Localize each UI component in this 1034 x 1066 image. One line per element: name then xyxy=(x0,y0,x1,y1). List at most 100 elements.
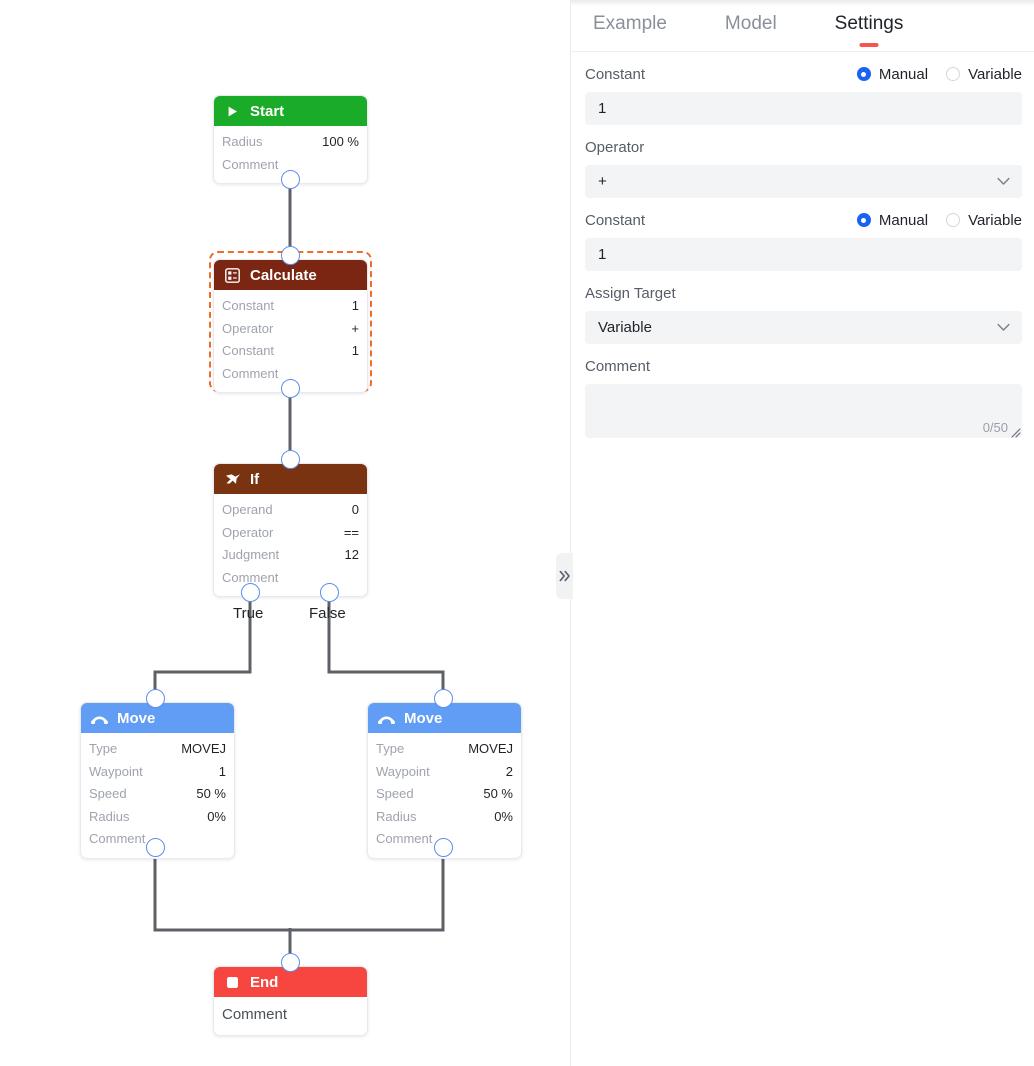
row-key: Constant xyxy=(222,298,275,313)
node-if[interactable]: If Operand 0 Operator == Judgment 12 Com… xyxy=(213,463,368,597)
constant-2-input[interactable]: 1 xyxy=(585,238,1022,271)
node-end[interactable]: End Comment xyxy=(213,966,368,1036)
node-move-right[interactable]: Move Type MOVEJ Waypoint 2 Speed 50 % Ra… xyxy=(367,702,522,859)
row-value: 0 xyxy=(351,502,359,517)
arc-move-icon xyxy=(378,710,395,727)
row-key: Waypoint xyxy=(89,763,143,779)
constant-2-radio-variable[interactable]: Variable xyxy=(946,212,1022,229)
node-if-title: If xyxy=(250,470,260,488)
row-key: Comment xyxy=(222,365,279,381)
row-key: Operator xyxy=(222,524,274,540)
node-row: Comment xyxy=(222,567,359,590)
field-assign-target-head: Assign Target xyxy=(585,277,1022,309)
port-if-false[interactable] xyxy=(320,583,339,602)
assign-target-select[interactable]: Variable xyxy=(585,311,1022,344)
port-move-left-in[interactable] xyxy=(146,689,165,708)
node-row: Type MOVEJ xyxy=(376,738,513,761)
tab-settings-label: Settings xyxy=(834,13,904,34)
node-move-left[interactable]: Move Type MOVEJ Waypoint 1 Speed 50 % Ra… xyxy=(80,702,235,859)
row-value: 1 xyxy=(351,298,359,313)
node-row: Comment xyxy=(222,154,359,177)
port-calculate-out[interactable] xyxy=(281,379,300,398)
tab-settings[interactable]: Settings xyxy=(834,13,904,47)
node-move-left-title: Move xyxy=(117,709,156,727)
row-key: Comment xyxy=(222,1006,288,1023)
row-value: 50 % xyxy=(483,786,513,801)
chevron-down-icon xyxy=(997,323,1010,332)
node-row: Waypoint 2 xyxy=(376,761,513,784)
comment-textarea[interactable]: 0/50 xyxy=(585,384,1022,438)
node-row: Speed 50 % xyxy=(376,783,513,806)
panel-collapse-handle[interactable] xyxy=(556,553,573,599)
node-row: Speed 50 % xyxy=(89,783,226,806)
node-end-body: Comment xyxy=(214,997,367,1035)
tab-model[interactable]: Model xyxy=(725,13,777,38)
row-key: Judgment xyxy=(222,547,280,562)
node-end-header: End xyxy=(214,967,367,997)
node-row: Radius 0% xyxy=(89,806,226,829)
port-move-left-out[interactable] xyxy=(146,838,165,857)
constant-2-mode-group: Manual Variable xyxy=(856,212,1022,229)
tab-active-underline xyxy=(859,43,879,47)
node-if-header: If xyxy=(214,464,367,494)
node-move-right-header: Move xyxy=(368,703,521,733)
chevron-down-icon xyxy=(997,177,1010,186)
radio-dot-icon xyxy=(856,67,871,81)
node-move-right-title: Move xyxy=(404,709,443,727)
operator-select[interactable]: + xyxy=(585,165,1022,198)
node-row: Operator == xyxy=(222,522,359,545)
constant-1-radio-variable[interactable]: Variable xyxy=(946,66,1022,83)
port-move-right-in[interactable] xyxy=(434,689,453,708)
constant-2-radio-manual[interactable]: Manual xyxy=(856,212,928,229)
node-move-left-body: Type MOVEJ Waypoint 1 Speed 50 % Radius … xyxy=(81,733,234,858)
row-value: 0% xyxy=(207,808,226,824)
node-calculate-title: Calculate xyxy=(250,266,317,284)
constant-1-radio-manual[interactable]: Manual xyxy=(856,66,928,83)
tab-model-label: Model xyxy=(724,13,777,34)
row-value: + xyxy=(351,320,359,336)
field-assign-target-label: Assign Target xyxy=(585,284,676,302)
play-icon xyxy=(224,103,241,120)
node-calculate[interactable]: Calculate Constant 1 Operator + Constant… xyxy=(213,259,368,393)
constant-1-input[interactable]: 1 xyxy=(585,92,1022,125)
port-if-in[interactable] xyxy=(281,450,300,469)
node-calculate-header: Calculate xyxy=(214,260,367,290)
node-start-title: Start xyxy=(250,102,285,120)
node-move-left-header: Move xyxy=(81,703,234,733)
node-row: Radius 100 % xyxy=(222,131,359,154)
field-comment-head: Comment xyxy=(585,350,1022,382)
row-key: Constant xyxy=(222,343,275,358)
row-key: Type xyxy=(376,741,405,756)
arc-move-icon xyxy=(91,710,108,727)
constant-1-mode-group: Manual Variable xyxy=(856,66,1022,83)
row-key: Comment xyxy=(89,831,146,846)
row-key: Operator xyxy=(222,320,274,336)
row-key: Radius xyxy=(222,134,263,149)
node-move-right-body: Type MOVEJ Waypoint 2 Speed 50 % Radius … xyxy=(368,733,521,858)
port-if-true[interactable] xyxy=(241,583,260,602)
tab-example[interactable]: Example xyxy=(593,13,667,38)
field-constant-1-label: Constant xyxy=(585,65,646,83)
resize-grip-icon[interactable] xyxy=(1009,425,1021,438)
branch-icon xyxy=(224,471,241,488)
row-value: MOVEJ xyxy=(181,741,226,756)
port-end-in[interactable] xyxy=(281,953,300,972)
radio-dot-icon xyxy=(946,213,961,227)
row-key: Radius xyxy=(376,808,417,824)
row-value: 12 xyxy=(344,547,359,562)
flowchart-canvas[interactable]: Start Radius 100 % Comment xyxy=(0,0,570,1066)
port-start-out[interactable] xyxy=(281,170,300,189)
row-key: Comment xyxy=(376,831,433,846)
chevron-double-right-icon xyxy=(559,570,570,582)
constant-2-value: 1 xyxy=(598,246,607,263)
field-constant-1-head: Constant Manual Variable xyxy=(585,58,1022,90)
field-constant-2: Constant Manual Variable 1 xyxy=(585,204,1022,271)
port-calculate-in[interactable] xyxy=(281,246,300,265)
node-row: Comment xyxy=(222,1002,359,1028)
panel-tab-bar: Example Model Settings xyxy=(571,0,1034,52)
node-start-body: Radius 100 % Comment xyxy=(214,126,367,183)
field-operator: Operator + xyxy=(585,131,1022,198)
port-move-right-out[interactable] xyxy=(434,838,453,857)
node-row: Operand 0 xyxy=(222,499,359,522)
